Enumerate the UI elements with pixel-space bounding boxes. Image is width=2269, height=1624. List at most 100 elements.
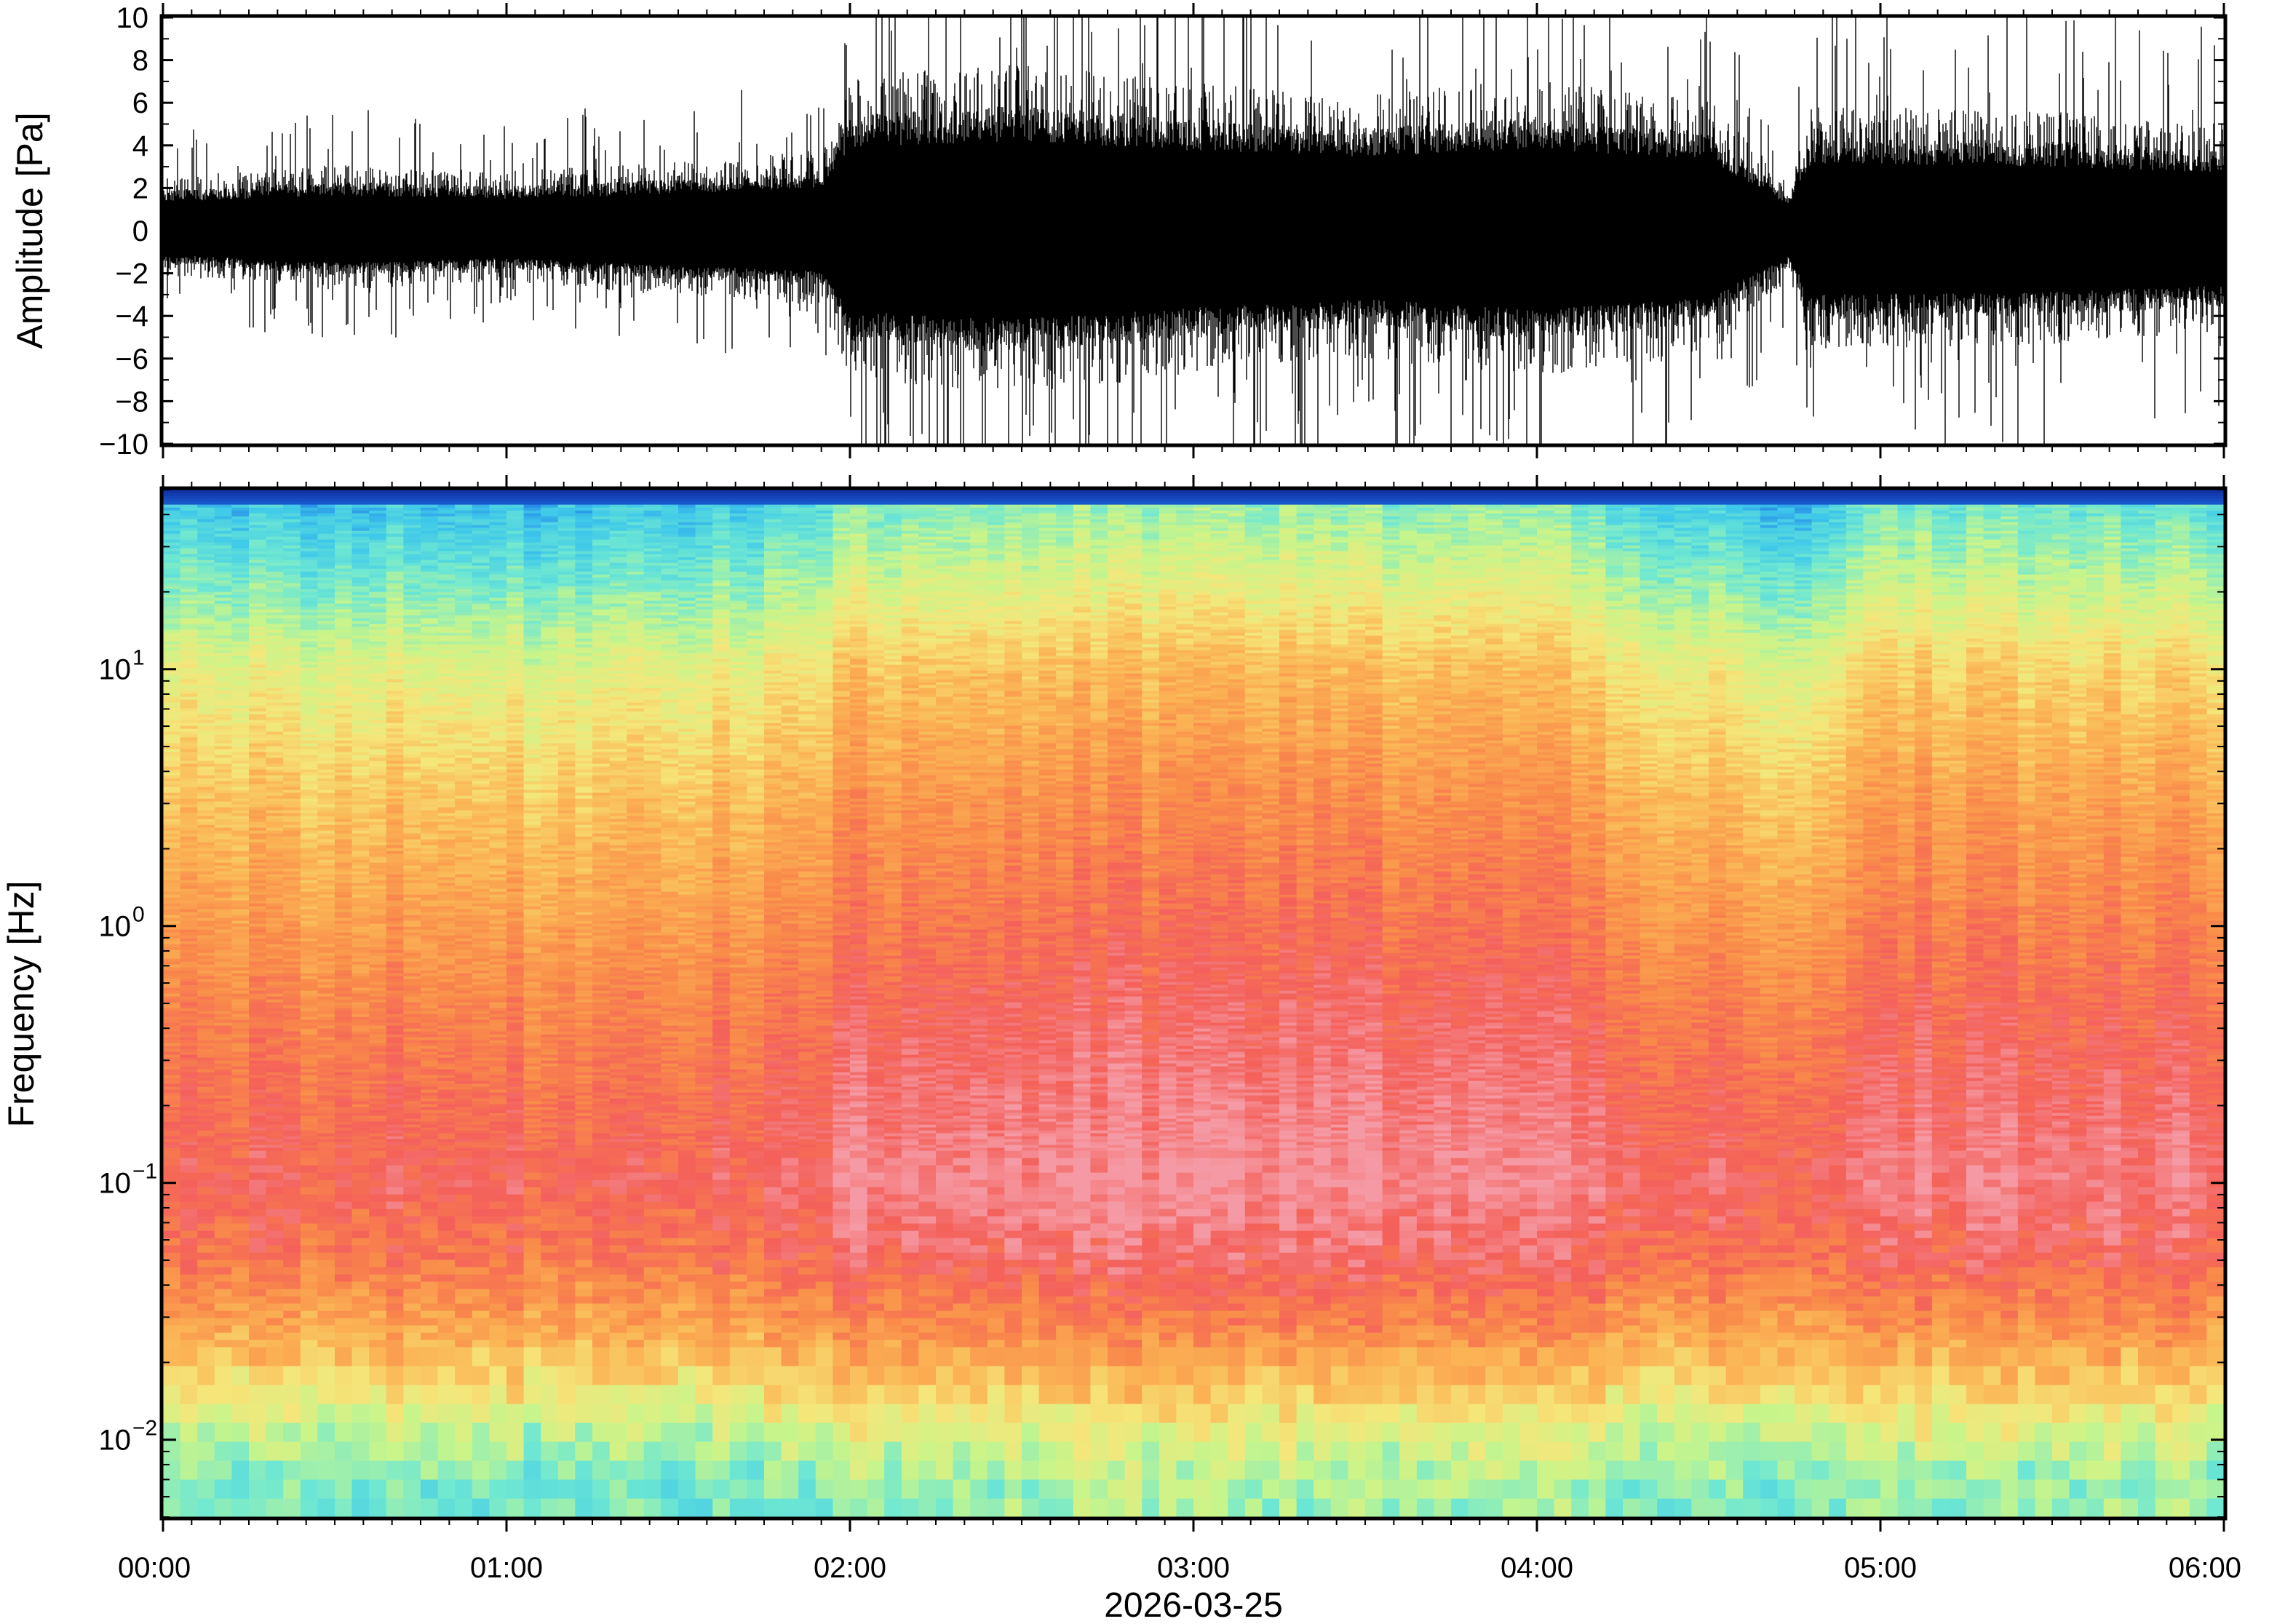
- spectrogram-cell: [472, 1252, 490, 1260]
- spectrogram-cell: [472, 1303, 490, 1311]
- spectrogram-cell: [335, 746, 353, 749]
- spectrogram-cell: [300, 658, 318, 662]
- spectrogram-cell: [472, 1098, 490, 1102]
- spectrogram-cell: [197, 542, 215, 546]
- spectrogram-cell: [335, 1048, 353, 1052]
- spectrogram-cell: [335, 1098, 353, 1102]
- spectrogram-cell: [266, 562, 284, 566]
- spectrogram-cell: [300, 830, 318, 834]
- spectrogram-cell: [386, 696, 404, 700]
- spectrogram-cell: [317, 1289, 335, 1297]
- spectrogram-cell: [386, 1479, 404, 1499]
- spectrogram-cell: [437, 984, 456, 988]
- spectrogram-cell: [351, 1252, 370, 1260]
- spectrogram-cell: [421, 915, 439, 918]
- spectrogram-cell: [214, 757, 232, 761]
- waveform-x-ticks: [162, 3, 2225, 458]
- spectrogram-cell: [249, 728, 267, 732]
- spectrogram-cell: [214, 1083, 232, 1087]
- spectrogram-cell: [437, 519, 456, 522]
- spectrogram-cell: [421, 592, 439, 595]
- spectrogram-cell: [283, 1011, 301, 1014]
- spectrogram-cell: [283, 781, 301, 784]
- spectrogram-cell: [403, 848, 421, 851]
- spectrogram-cell: [369, 1080, 387, 1084]
- spectrogram-cell: [351, 836, 370, 840]
- spectrogram-cell: [335, 900, 353, 904]
- spectrogram-cell: [437, 1016, 456, 1020]
- spectrogram-cell: [455, 667, 473, 671]
- spectrogram-cell: [163, 801, 181, 805]
- spectrogram-cell: [403, 1404, 421, 1423]
- spectrogram-cell: [180, 510, 198, 514]
- spectrogram-cell: [231, 1187, 250, 1195]
- spectrogram-cell: [437, 915, 456, 918]
- spectrogram-cell: [266, 967, 284, 971]
- spectrogram-cell: [317, 903, 335, 907]
- spectrogram-cell: [163, 1209, 181, 1217]
- spectrogram-cell: [421, 842, 439, 845]
- spectrogram-cell: [437, 836, 456, 840]
- spectrogram-cell: [351, 859, 370, 863]
- spectrogram-cell: [437, 586, 456, 589]
- spectrogram-cell: [231, 621, 250, 624]
- spectrogram-cell: [214, 1179, 232, 1187]
- spectrogram-cell: [163, 737, 181, 741]
- spectrogram-cell: [386, 667, 404, 671]
- spectrogram-cell: [180, 1031, 198, 1035]
- spectrogram-cell: [317, 877, 335, 880]
- spectrogram-cell: [421, 1031, 439, 1035]
- spectrogram-cell: [283, 1441, 301, 1461]
- spectrogram-cell: [403, 1051, 421, 1055]
- spectrogram-cell: [351, 720, 370, 723]
- spectrogram-cell: [455, 542, 473, 546]
- spectrogram-cell: [455, 717, 473, 720]
- spectrogram-cell: [231, 574, 250, 578]
- spectrogram-cell: [317, 955, 335, 959]
- spectrogram-cell: [266, 755, 284, 758]
- spectrogram-cell: [335, 888, 353, 892]
- spectrogram-cell: [317, 944, 335, 947]
- spectrogram-cell: [455, 551, 473, 554]
- spectrogram-cell: [180, 763, 198, 767]
- spectrogram-cell: [231, 1046, 250, 1049]
- spectrogram-cell: [214, 583, 232, 586]
- spectrogram-cell: [386, 775, 404, 779]
- spectrogram-cell: [214, 667, 232, 671]
- spectrogram-cell: [163, 1422, 181, 1442]
- spectrogram-cell: [351, 935, 370, 939]
- spectrogram-cell: [266, 641, 284, 645]
- spectrogram-cell: [300, 1259, 318, 1267]
- spectrogram-cell: [283, 1130, 301, 1134]
- spectrogram-cell: [369, 915, 387, 918]
- spectrogram-cell: [403, 1083, 421, 1087]
- spectrogram-cell: [403, 868, 421, 872]
- spectrogram-cell: [283, 557, 301, 560]
- spectrogram-cell: [421, 1063, 439, 1067]
- spectrogram-cell: [437, 935, 456, 939]
- spectrogram-cell: [386, 592, 404, 595]
- spectrogram-cell: [249, 1332, 267, 1340]
- spectrogram-cell: [386, 778, 404, 781]
- spectrogram-cell: [351, 1095, 370, 1099]
- spectrogram-cell: [455, 743, 473, 747]
- spectrogram-cell: [437, 528, 456, 531]
- spectrogram-cell: [437, 976, 456, 979]
- spectrogram-cell: [249, 1216, 267, 1224]
- spectrogram-cell: [421, 1245, 439, 1253]
- spectrogram-cell: [249, 1142, 267, 1145]
- spectrogram-cell: [437, 664, 456, 668]
- spectrogram-cell: [283, 778, 301, 781]
- spectrogram-cell: [421, 580, 439, 584]
- spectrogram-cell: [437, 865, 456, 869]
- spectrogram-cell: [455, 734, 473, 738]
- spectrogram-cell: [163, 769, 181, 773]
- spectrogram-cell: [180, 1223, 198, 1231]
- spectrogram-cell: [386, 624, 404, 627]
- spectrogram-cell: [231, 1040, 250, 1043]
- spectrogram-cell: [317, 498, 335, 502]
- spectrogram-cell: [421, 560, 439, 563]
- spectrogram-cell: [283, 624, 301, 627]
- spectrogram-cell: [266, 1441, 284, 1461]
- spectrogram-cell: [317, 938, 335, 942]
